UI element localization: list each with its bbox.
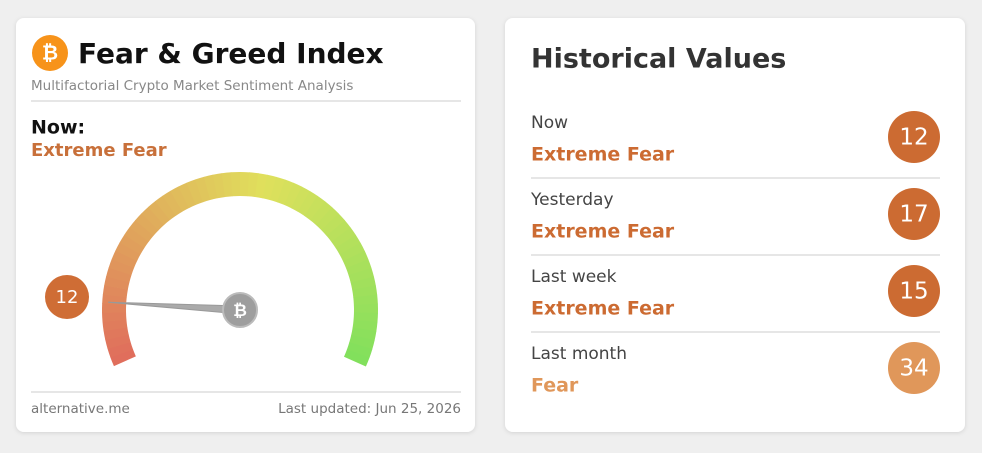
gauge-arc — [304, 201, 311, 206]
gauge-arc — [248, 184, 257, 185]
gauge-arc — [114, 321, 115, 330]
gauge-arc — [134, 234, 139, 241]
gauge-arc — [123, 256, 127, 264]
gauge-arc — [169, 201, 176, 206]
gauge-arc — [360, 271, 362, 279]
gauge-arc — [223, 184, 232, 185]
gauge-arc — [215, 185, 224, 186]
value: 15 — [899, 279, 928, 305]
gauge-arc — [281, 191, 289, 194]
gauge-value: 12 — [56, 287, 79, 308]
title: Fear & Greed Index — [78, 37, 384, 70]
value: 12 — [899, 125, 928, 151]
gauge-arc — [191, 191, 199, 194]
gauge-arc — [324, 216, 330, 222]
value: 17 — [899, 202, 928, 228]
gauge-arc — [156, 210, 163, 216]
gauge-arc — [207, 186, 216, 188]
period: Yesterday — [530, 190, 614, 210]
classification: Extreme Fear — [31, 140, 167, 161]
gauge-arc — [364, 321, 365, 330]
classification: Extreme Fear — [531, 221, 675, 243]
gauge-arc — [311, 206, 318, 211]
gauge-arc — [117, 337, 119, 345]
gauge-arc — [363, 329, 365, 338]
gauge-arc — [150, 216, 156, 222]
gauge-arc — [265, 186, 274, 188]
period: Last week — [531, 267, 617, 287]
classification: Extreme Fear — [531, 144, 675, 166]
gauge-arc — [273, 188, 281, 191]
gauge-arc — [318, 211, 325, 217]
gauge-arc — [346, 241, 351, 249]
subtitle: Multifactorial Crypto Market Sentiment A… — [31, 78, 353, 94]
period: Last month — [531, 344, 627, 364]
gauge-arc — [365, 296, 366, 305]
last-updated: Last updated: Jun 25, 2026 — [278, 401, 461, 417]
gauge-arc — [336, 228, 341, 235]
gauge-arc — [354, 256, 357, 264]
classification: Extreme Fear — [531, 298, 675, 320]
gauge-arc — [184, 194, 192, 198]
period: Now — [531, 113, 568, 133]
gauge-arc — [296, 197, 304, 201]
gauge-arc — [361, 337, 363, 345]
now-label: Now: — [31, 117, 85, 139]
gauge-arc — [120, 263, 123, 271]
gauge-arc — [130, 241, 135, 249]
gauge-arc — [119, 345, 122, 353]
gauge-arc — [350, 249, 354, 257]
classification: Fear — [531, 375, 579, 397]
hub-symbol: ₿ — [233, 301, 247, 321]
gauge-arc — [257, 185, 266, 186]
footer-source: alternative.me — [31, 401, 130, 417]
gauge-arc — [126, 248, 130, 256]
logo-symbol: ₿ — [42, 41, 58, 65]
gauge-arc — [176, 197, 184, 201]
historical-title: Historical Values — [531, 44, 786, 75]
gauge-arc — [330, 222, 336, 228]
gauge-arc — [364, 288, 365, 297]
gauge-arc — [115, 287, 116, 296]
gauge-arc — [122, 353, 125, 361]
gauge-arc — [139, 228, 144, 235]
value: 34 — [899, 356, 928, 382]
gauge-arc — [289, 194, 297, 198]
gauge-arc — [162, 206, 169, 211]
gauge-arc — [358, 346, 361, 354]
gauge-arc — [116, 279, 118, 288]
gauge-arc — [115, 329, 117, 338]
gauge-arc — [362, 280, 364, 289]
gauge-arc — [357, 264, 360, 272]
gauge-arc — [341, 235, 346, 242]
gauge-arc — [118, 271, 120, 279]
gauge-arc — [199, 188, 207, 191]
gauge-arc — [144, 222, 150, 228]
gauge-arc — [355, 354, 358, 362]
